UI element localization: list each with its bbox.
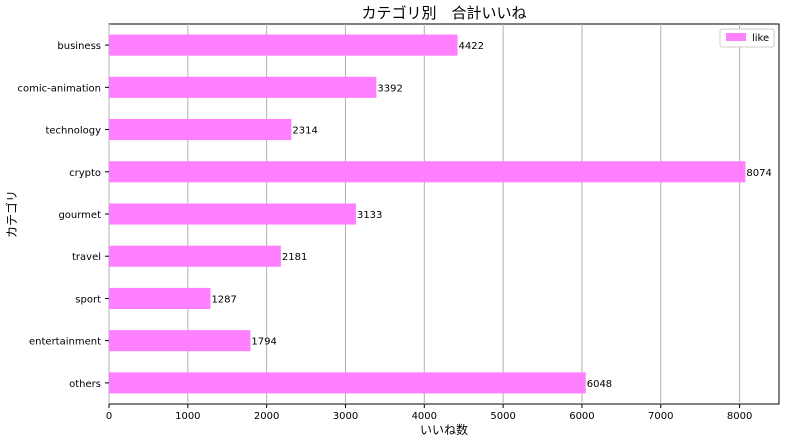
y-tick-label-gourmet: gourmet [58, 210, 101, 221]
x-axis-label: いいね数 [420, 422, 468, 437]
legend: like [719, 28, 775, 48]
chart-title: カテゴリ別 合計いいね [361, 4, 526, 22]
y-tick-label-business: business [57, 41, 101, 52]
bar-others [109, 372, 586, 394]
bars [109, 34, 746, 394]
y-tick-label-entertainment: entertainment [29, 337, 101, 348]
data-label-sport: 1287 [211, 294, 236, 305]
data-label-comic-animation: 3392 [377, 83, 402, 94]
data-label-business: 4422 [459, 41, 484, 52]
y-tick-label-technology: technology [45, 126, 101, 137]
y-tick-label-crypto: crypto [69, 168, 101, 179]
data-label-travel: 2181 [282, 252, 307, 263]
data-labels: 4422 3392 2314 8074 3133 2181 1287 1794 6048 [211, 41, 771, 390]
data-label-crypto: 8074 [746, 168, 771, 179]
bar-gourmet [109, 203, 356, 225]
x-tick-label: 1000 [175, 411, 200, 422]
x-tick-label: 5000 [490, 411, 515, 422]
bar-comic-animation [109, 76, 377, 98]
y-tick-label-others: others [69, 379, 101, 390]
y-tick-label-comic-animation: comic-animation [17, 83, 101, 94]
legend-label: like [752, 33, 769, 44]
y-tick-label-sport: sport [75, 294, 101, 305]
bar-travel [109, 245, 281, 267]
legend-swatch [726, 33, 746, 41]
x-tick-label: 7000 [648, 411, 673, 422]
bar-business [109, 34, 458, 56]
x-tick-label: 2000 [254, 411, 279, 422]
y-axis: business comic-animation technology crypto g… [17, 41, 109, 390]
bar-entertainment [109, 330, 251, 352]
x-tick-label: 0 [106, 411, 112, 422]
x-tick-label: 6000 [569, 411, 594, 422]
bar-sport [109, 287, 211, 309]
x-tick-label: 4000 [412, 411, 437, 422]
y-tick-label-travel: travel [72, 252, 101, 263]
x-axis: 0 1000 2000 3000 4000 5000 6000 7000 8000 [106, 404, 752, 422]
data-label-gourmet: 3133 [357, 210, 382, 221]
data-label-technology: 2314 [292, 126, 317, 137]
data-label-others: 6048 [587, 379, 612, 390]
bar-technology [109, 119, 292, 141]
data-label-entertainment: 1794 [251, 337, 276, 348]
bar-crypto [109, 161, 746, 183]
x-tick-label: 3000 [333, 411, 358, 422]
x-tick-label: 8000 [727, 411, 752, 422]
y-axis-label: カテゴリ [4, 190, 19, 238]
